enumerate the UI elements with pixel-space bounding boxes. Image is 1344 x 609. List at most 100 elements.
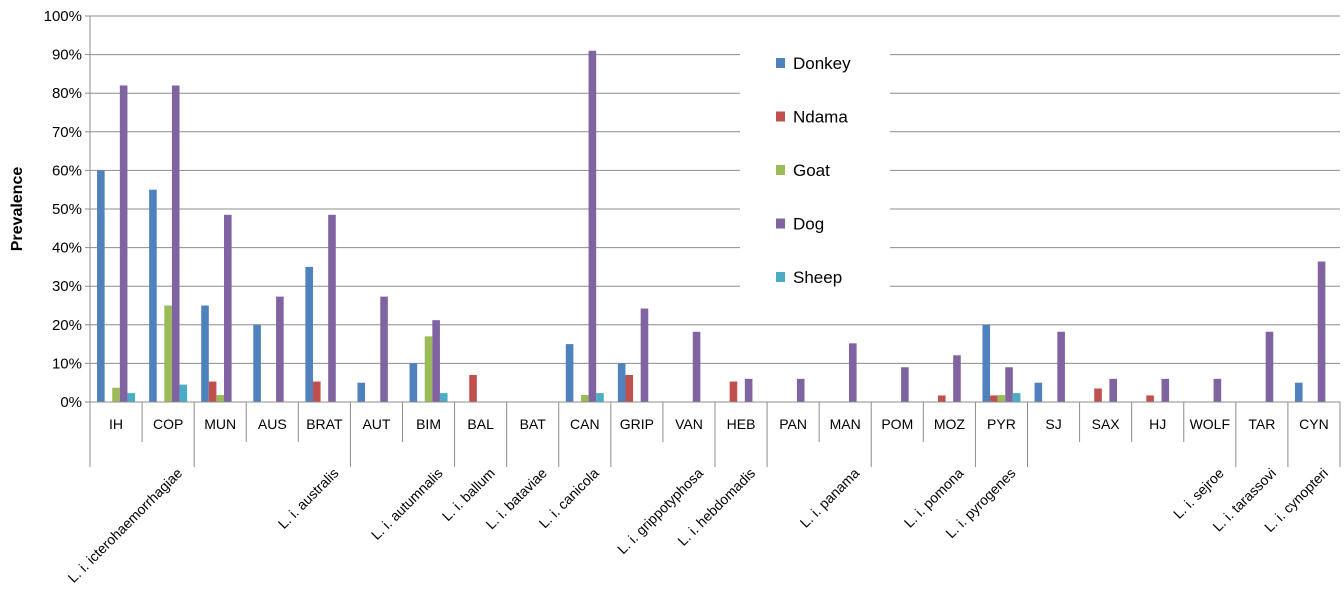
bar-dog <box>588 50 597 403</box>
bar-goat <box>216 395 225 402</box>
bar-sheep <box>439 393 448 402</box>
x-category-label: PAN <box>779 416 807 432</box>
bar-dog <box>1109 378 1118 402</box>
x-category-label: AUS <box>258 416 287 432</box>
bar-dog <box>224 214 232 402</box>
bar-dog <box>1161 378 1170 402</box>
y-tick-label: 90% <box>52 47 82 64</box>
bar-goat <box>997 395 1006 402</box>
x-category-label: BIM <box>416 416 441 432</box>
bar-ndama <box>469 374 477 402</box>
legend-label-dog: Dog <box>793 215 824 234</box>
legend-swatch-donkey <box>776 58 785 68</box>
bar-goat <box>580 395 589 402</box>
x-category-label: CAN <box>570 416 600 432</box>
y-tick-label: 10% <box>52 355 82 372</box>
x-category-label: IH <box>109 416 123 432</box>
legend-swatch-sheep <box>776 272 785 282</box>
bar-donkey <box>201 305 209 402</box>
bar-sheep <box>127 393 136 402</box>
bar-donkey <box>1294 382 1303 402</box>
bar-dog <box>1317 261 1326 402</box>
legend-swatch-ndama <box>776 111 785 122</box>
bar-dog <box>953 355 961 402</box>
y-tick-label: 80% <box>52 85 82 102</box>
axes: 0% 10% 20% 30% 40% 50% 60% 70% 80% 90% 100% IH COP MU… <box>44 8 1341 586</box>
bar-donkey <box>1034 382 1043 402</box>
bar-dog <box>1005 367 1013 402</box>
group-label: L. i. grippotyphosa <box>614 465 706 557</box>
group-label: L. i. australis <box>275 465 342 532</box>
y-tick-label: 70% <box>52 124 82 141</box>
bar-dog <box>276 296 284 402</box>
bar-dog <box>1057 331 1065 402</box>
y-tick-label: 60% <box>52 162 82 179</box>
bar-goat <box>164 305 172 402</box>
y-tick-label: 30% <box>52 278 82 295</box>
x-category-label: VAN <box>675 416 703 432</box>
x-category-label: GRIP <box>620 416 654 432</box>
gridlines <box>90 15 1340 403</box>
legend-background <box>740 30 890 302</box>
x-category-label: PYR <box>987 416 1016 432</box>
legend-swatch-dog <box>776 218 785 229</box>
x-category-label: BRAT <box>306 416 343 432</box>
x-category-label: TAR <box>1248 416 1275 432</box>
x-category-label: WOLF <box>1190 416 1230 432</box>
bar-dog <box>744 378 753 402</box>
bar-ndama <box>208 381 217 402</box>
x-category-label: HJ <box>1149 416 1166 432</box>
x-category-label: SAX <box>1092 416 1121 432</box>
x-category-label: BAL <box>467 416 494 432</box>
bar-dog <box>640 308 649 402</box>
bar-donkey <box>253 324 261 402</box>
bar-donkey <box>409 363 418 402</box>
x-category-label: MUN <box>204 416 236 432</box>
x-category-label: COP <box>153 416 183 432</box>
bar-ndama <box>1146 395 1154 402</box>
bar-donkey <box>982 324 991 402</box>
bar-dog <box>1213 378 1222 402</box>
bar-donkey <box>149 189 157 402</box>
bar-sheep <box>179 384 188 402</box>
y-tick-label: 40% <box>52 240 82 257</box>
legend: Donkey Ndama Goat Dog Sheep <box>740 30 890 302</box>
x-category-label: BAT <box>520 416 547 432</box>
bar-donkey <box>617 363 626 402</box>
x-category-label: POM <box>881 416 913 432</box>
bar-dog <box>171 85 180 402</box>
bar-ndama <box>990 395 998 402</box>
bar-goat <box>424 336 433 402</box>
x-category-label: CYN <box>1299 416 1329 432</box>
bar-sheep <box>596 393 604 402</box>
y-tick-label: 20% <box>52 317 82 334</box>
legend-label-ndama: Ndama <box>793 108 848 127</box>
group-label: L. i. autumnalis <box>368 465 446 543</box>
legend-swatch-goat <box>776 165 785 175</box>
y-tick-label: 0% <box>60 394 82 411</box>
bar-dog <box>796 378 805 402</box>
bar-dog <box>849 343 857 402</box>
bar-ndama <box>312 381 321 402</box>
bar-dog <box>692 331 701 402</box>
bar-dog <box>901 367 909 402</box>
bar-dog <box>432 320 440 402</box>
group-label: L. i. icterohaemorrhagiae <box>64 465 185 586</box>
legend-label-donkey: Donkey <box>793 54 851 73</box>
legend-label-goat: Goat <box>793 161 830 180</box>
bar-goat <box>112 387 120 402</box>
group-label: L. i. panama <box>797 465 863 531</box>
bar-ndama <box>729 381 738 402</box>
bar-ndama <box>937 395 946 402</box>
bar-sheep <box>1012 393 1021 402</box>
bar-donkey <box>305 266 313 402</box>
x-category-label: HEB <box>727 416 756 432</box>
legend-label-sheep: Sheep <box>793 268 842 287</box>
y-tick-label: 50% <box>52 201 82 218</box>
bar-dog <box>380 296 388 402</box>
bar-donkey <box>565 344 574 402</box>
x-category-label: MAN <box>830 416 861 432</box>
bar-ndama <box>1094 388 1102 402</box>
